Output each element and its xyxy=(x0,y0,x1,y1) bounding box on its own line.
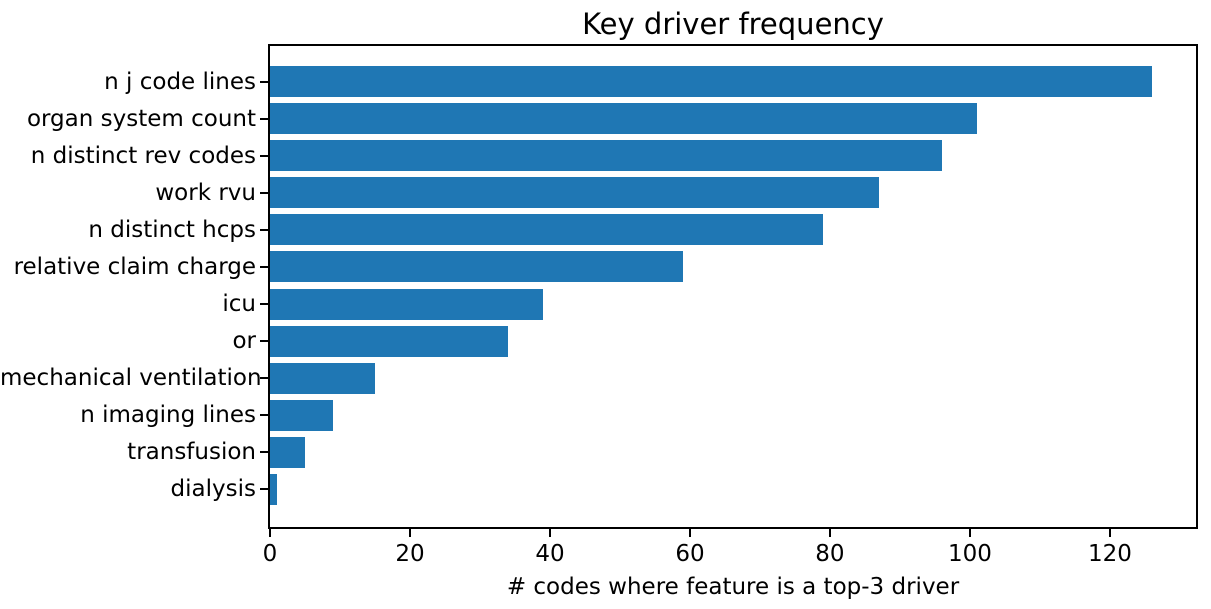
x-tick-label: 40 xyxy=(535,541,565,567)
bar xyxy=(270,399,333,431)
y-tick-label: work rvu xyxy=(155,179,256,206)
y-tick xyxy=(260,191,268,194)
x-tick xyxy=(828,529,831,537)
y-tick-label: n imaging lines xyxy=(80,402,256,429)
x-tick-label: 100 xyxy=(947,541,992,567)
y-tick-label: icu xyxy=(222,291,256,318)
y-tick xyxy=(260,80,268,83)
y-tick xyxy=(260,265,268,268)
bar xyxy=(270,177,879,209)
x-tick xyxy=(968,529,971,537)
bar xyxy=(270,288,543,320)
y-tick-label: dialysis xyxy=(170,476,256,503)
x-tick-label: 80 xyxy=(815,541,845,567)
y-tick-label: mechanical ventilation xyxy=(0,365,262,392)
bar xyxy=(270,251,683,283)
y-tick xyxy=(260,414,268,417)
y-tick xyxy=(260,154,268,157)
y-tick-label: organ system count xyxy=(26,105,256,132)
y-tick xyxy=(260,117,268,120)
x-axis-label: # codes where feature is a top-3 driver xyxy=(506,574,960,600)
x-tick xyxy=(408,529,411,537)
chart-title: Key driver frequency xyxy=(582,7,884,41)
y-tick xyxy=(260,228,268,231)
y-tick-label: n distinct rev codes xyxy=(30,142,256,169)
bar xyxy=(270,325,508,357)
x-tick-label: 0 xyxy=(262,541,278,567)
bar xyxy=(270,140,942,172)
y-tick-label: or xyxy=(232,328,256,355)
x-tick xyxy=(269,529,271,537)
y-tick-label: n j code lines xyxy=(104,68,256,95)
plot-area xyxy=(268,44,1198,529)
x-tick-label: 120 xyxy=(1087,541,1132,567)
y-tick xyxy=(260,303,268,306)
x-tick xyxy=(688,529,691,537)
bar xyxy=(270,436,305,468)
y-tick xyxy=(260,451,268,454)
bar xyxy=(270,103,977,135)
y-tick xyxy=(260,340,268,343)
y-tick xyxy=(260,488,268,491)
y-tick-label: relative claim charge xyxy=(13,253,256,280)
bar xyxy=(270,473,277,505)
x-tick-label: 60 xyxy=(675,541,705,567)
y-tick-label: n distinct hcps xyxy=(88,216,256,243)
bar xyxy=(270,214,823,246)
x-tick xyxy=(1108,529,1111,537)
x-tick-label: 20 xyxy=(395,541,425,567)
x-tick xyxy=(548,529,551,537)
bar xyxy=(270,362,375,394)
y-tick xyxy=(260,377,268,380)
y-tick-label: transfusion xyxy=(127,439,256,466)
bar xyxy=(270,66,1152,98)
